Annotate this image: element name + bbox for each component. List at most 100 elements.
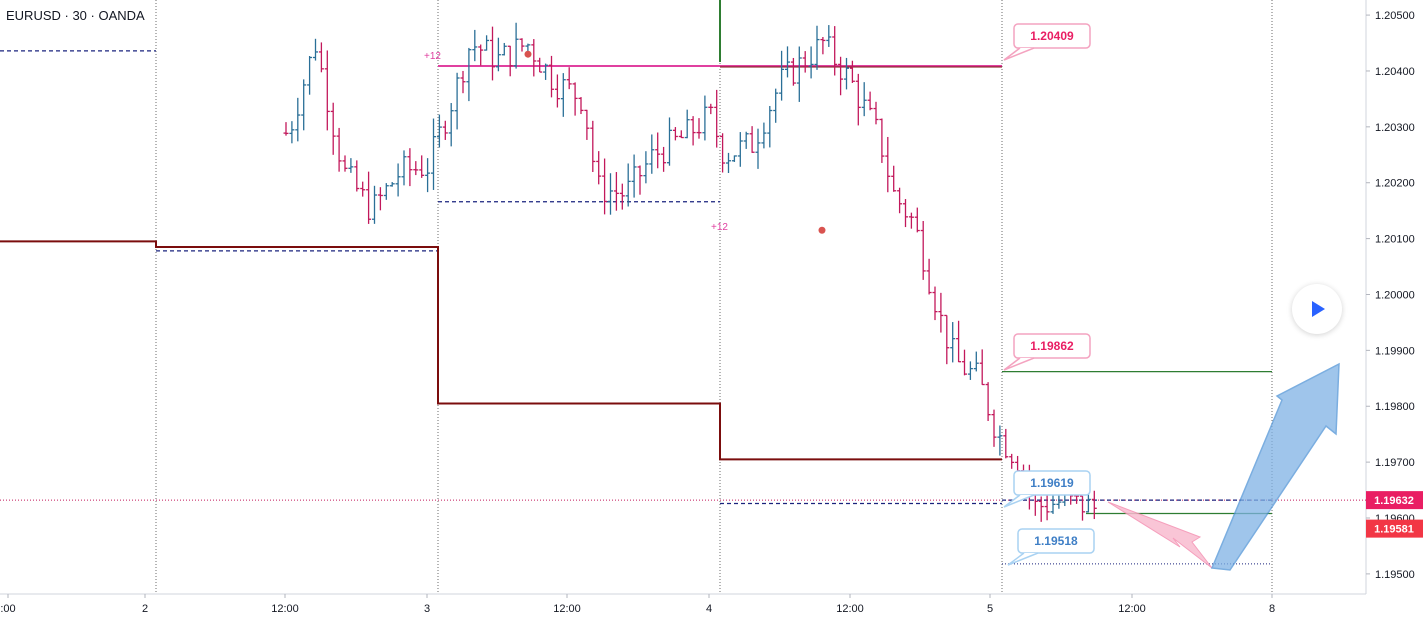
ohlc-bar (779, 50, 785, 101)
ohlc-bar (714, 89, 720, 148)
ohlc-bar (820, 37, 826, 55)
ohlc-bar (448, 103, 454, 147)
price-callout: 1.19862 (1003, 333, 1091, 371)
play-button[interactable] (1292, 284, 1342, 334)
ohlc-bar (608, 173, 613, 215)
ohlc-bar (1038, 496, 1044, 522)
ohlc-bar (330, 102, 336, 155)
ohlc-bar (377, 187, 383, 211)
play-icon (1312, 301, 1325, 317)
price-axis-panel (1366, 0, 1423, 617)
ohlc-bar (549, 55, 554, 98)
price-tick-label: 1.20100 (1375, 234, 1415, 246)
ohlc-bar (655, 132, 661, 169)
ohlc-bar (307, 55, 313, 95)
event-marker-dot (524, 50, 532, 58)
ohlc-bar (661, 146, 667, 172)
ohlc-bar (324, 50, 330, 131)
ohlc-bar (596, 151, 602, 185)
ohlc-bar (737, 132, 743, 167)
ohlc-bar (885, 136, 891, 193)
price-tick-label: 1.20300 (1375, 122, 1415, 134)
ohlc-bar (826, 25, 832, 47)
ohlc-bar (997, 425, 1003, 456)
price-tick-label: 1.20200 (1375, 178, 1415, 190)
ohlc-bar (519, 38, 525, 52)
ohlc-bar (849, 60, 855, 83)
ohlc-bar (920, 221, 926, 280)
ohlc-bar (484, 35, 490, 51)
event-marker-dot (818, 226, 826, 234)
ohlc-bar (962, 349, 967, 376)
symbol-label: EURUSD · 30 · OANDA (6, 8, 145, 23)
ohlc-bar (743, 131, 749, 149)
ohlc-bar (318, 42, 324, 73)
time-tick-label: 4 (706, 603, 712, 615)
ohlc-bar (838, 56, 844, 96)
ohlc-bar (1091, 490, 1097, 520)
ohlc-bar (295, 97, 301, 142)
time-tick-label: 12:00 (553, 603, 581, 615)
ohlc-bar (578, 97, 584, 115)
price-badge (1366, 519, 1423, 538)
ohlc-bar (407, 148, 413, 187)
ohlc-bar (956, 320, 962, 363)
ohlc-bar (832, 26, 838, 76)
ohlc-bar (283, 122, 289, 136)
ohlc-bar (973, 351, 979, 372)
ohlc-bar (891, 165, 897, 192)
ohlc-bar (572, 82, 578, 116)
ohlc-bar (761, 122, 767, 149)
ohlc-bar (1009, 453, 1015, 469)
price-callout: 1.19619 (1003, 470, 1091, 508)
ohlc-bar (425, 158, 431, 193)
time-tick-label: 3 (424, 603, 430, 615)
ohlc-bar (767, 105, 773, 148)
ohlc-bar (413, 161, 419, 176)
price-tick-label: 1.19900 (1375, 345, 1415, 357)
ohlc-bar (560, 73, 566, 117)
ohlc-bar (1056, 493, 1062, 509)
ohlc-bar (613, 172, 619, 211)
price-tick-label: 1.19500 (1375, 569, 1415, 581)
ohlc-bar (796, 46, 802, 102)
price-tick-label: 1.19800 (1375, 401, 1415, 413)
ohlc-bar (631, 154, 637, 198)
ohlc-bar (867, 91, 873, 111)
step-level-line (0, 240, 1002, 461)
ohlc-bar (395, 163, 401, 197)
ohlc-bar (672, 127, 678, 141)
time-tick-label: 8 (1269, 603, 1275, 615)
ohlc-bar (436, 114, 442, 148)
price-tick-label: 1.20500 (1375, 10, 1415, 22)
ohlc-bar (814, 25, 820, 70)
ohlc-bar (472, 29, 478, 62)
event-marker-label: +12 (424, 51, 441, 62)
ohlc-bar (336, 127, 342, 172)
ohlc-bar (908, 212, 914, 229)
ohlc-bar (442, 120, 448, 140)
ohlc-bar (401, 150, 407, 186)
ohlc-bar (419, 155, 425, 178)
ohlc-bar (950, 322, 956, 363)
ohlc-bar (466, 47, 472, 102)
ohlc-bar (354, 160, 360, 192)
price-badge (1366, 491, 1423, 510)
ohlc-bar (619, 183, 625, 210)
ohlc-bar (649, 134, 655, 174)
ohlc-bar (985, 382, 991, 422)
ohlc-bar (454, 72, 460, 130)
time-tick-label: 12:00 (1118, 603, 1146, 615)
ohlc-bar (932, 286, 938, 321)
ohlc-bar (460, 70, 466, 94)
time-tick-label: 12:00 (836, 603, 864, 615)
ohlc-bar (1044, 494, 1050, 521)
ohlc-bar (678, 130, 684, 139)
price-callout-text: 1.19518 (1034, 534, 1078, 548)
price-callout: 1.20409 (1003, 23, 1091, 61)
ohlc-bar (366, 171, 372, 224)
event-marker-label: +12 (711, 222, 728, 233)
ohlc-bar (389, 182, 395, 187)
ohlc-bar (602, 158, 608, 215)
